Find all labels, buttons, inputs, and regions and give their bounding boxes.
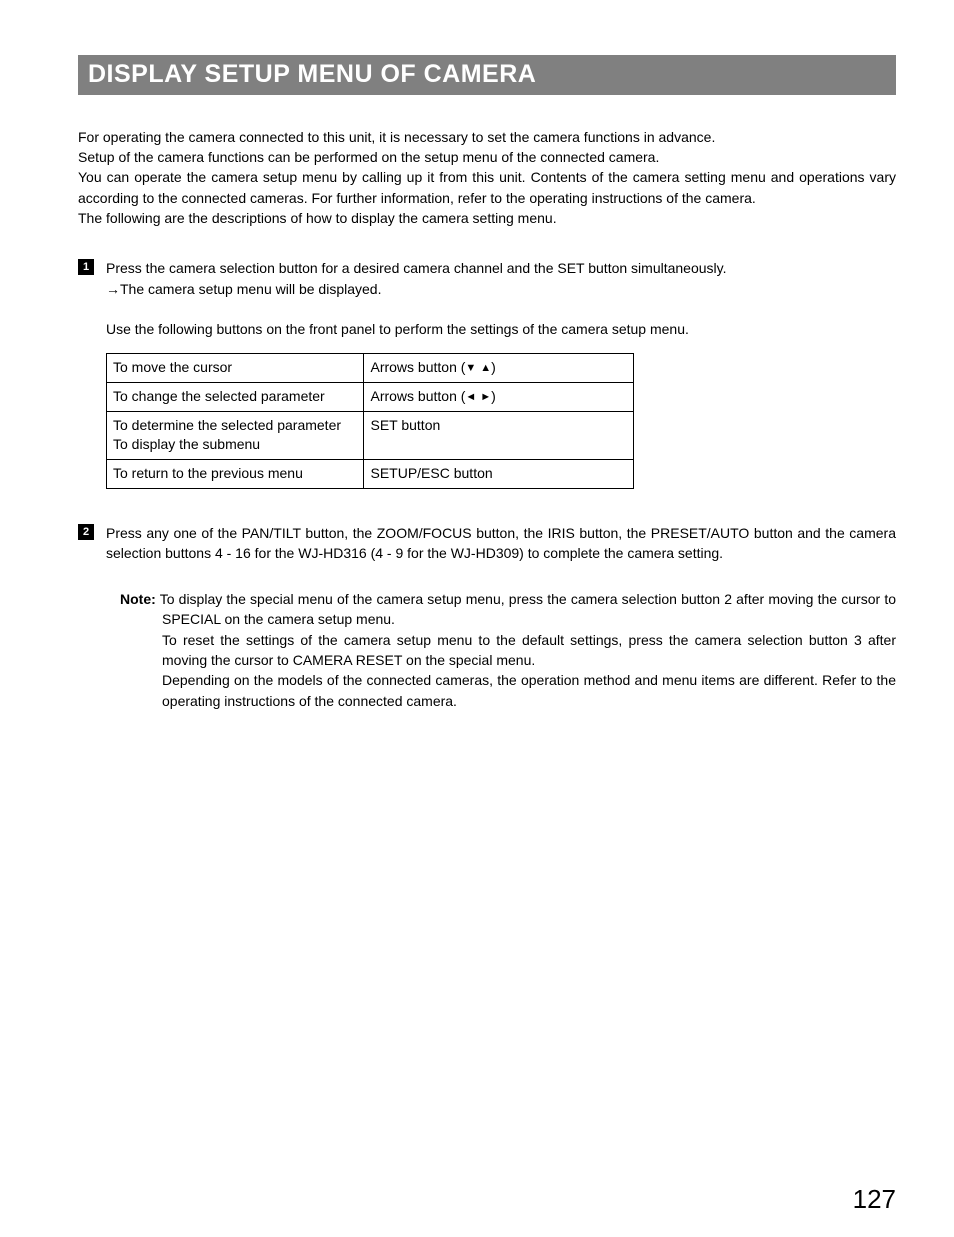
- note-line-3: Depending on the models of the connected…: [120, 670, 896, 711]
- note-label: Note:: [120, 591, 156, 607]
- button-table: To move the cursor Arrows button (▼ ▲) T…: [106, 353, 634, 488]
- down-arrow-icon: ▼: [465, 362, 476, 374]
- table-row: To determine the selected parameter To d…: [107, 411, 634, 459]
- table-cell-action: To move the cursor: [107, 354, 364, 383]
- section-title: DISPLAY SETUP MENU OF CAMERA: [78, 55, 896, 95]
- right-arrow-icon: ►: [480, 391, 491, 403]
- table-cell-button: SETUP/ESC button: [364, 459, 634, 488]
- action-line-1: To determine the selected parameter: [113, 417, 341, 433]
- step-1-line-3: Use the following buttons on the front p…: [106, 319, 896, 339]
- steps-block: 1 Press the camera selection button for …: [78, 258, 896, 711]
- step-1-line-2: →The camera setup menu will be displayed…: [106, 279, 896, 299]
- button-prefix: Arrows button (: [370, 388, 465, 404]
- note-line-2: To reset the settings of the camera setu…: [120, 630, 896, 671]
- table-row: To return to the previous menu SETUP/ESC…: [107, 459, 634, 488]
- intro-line-4: The following are the descriptions of ho…: [78, 208, 896, 228]
- intro-line-3: You can operate the camera setup menu by…: [78, 167, 896, 208]
- button-suffix: ): [491, 388, 496, 404]
- left-arrow-icon: ◄: [465, 391, 476, 403]
- up-arrow-icon: ▲: [480, 362, 491, 374]
- note-line-1: Note: To display the special menu of the…: [120, 589, 896, 630]
- table-cell-action: To return to the previous menu: [107, 459, 364, 488]
- step-2: 2 Press any one of the PAN/TILT button, …: [78, 523, 896, 711]
- step-2-number: 2: [78, 524, 94, 540]
- step-1: 1 Press the camera selection button for …: [78, 258, 896, 488]
- table-cell-button: SET button: [364, 411, 634, 459]
- intro-line-1: For operating the camera connected to th…: [78, 127, 896, 147]
- table-row: To move the cursor Arrows button (▼ ▲): [107, 354, 634, 383]
- note-text-1: To display the special menu of the camer…: [156, 591, 896, 627]
- table-cell-action: To change the selected parameter: [107, 383, 364, 412]
- page-number: 127: [853, 1184, 896, 1215]
- step-1-number: 1: [78, 259, 94, 275]
- table-row: To change the selected parameter Arrows …: [107, 383, 634, 412]
- table-cell-button: Arrows button (◄ ►): [364, 383, 634, 412]
- action-line-2: To display the submenu: [113, 436, 260, 452]
- table-cell-action: To determine the selected parameter To d…: [107, 411, 364, 459]
- step-2-text: Press any one of the PAN/TILT button, th…: [106, 523, 896, 564]
- table-cell-button: Arrows button (▼ ▲): [364, 354, 634, 383]
- button-prefix: Arrows button (: [370, 359, 465, 375]
- step-1-line-1: Press the camera selection button for a …: [106, 258, 896, 278]
- button-suffix: ): [491, 359, 496, 375]
- note-block: Note: To display the special menu of the…: [106, 589, 896, 711]
- intro-block: For operating the camera connected to th…: [78, 127, 896, 228]
- intro-line-2: Setup of the camera functions can be per…: [78, 147, 896, 167]
